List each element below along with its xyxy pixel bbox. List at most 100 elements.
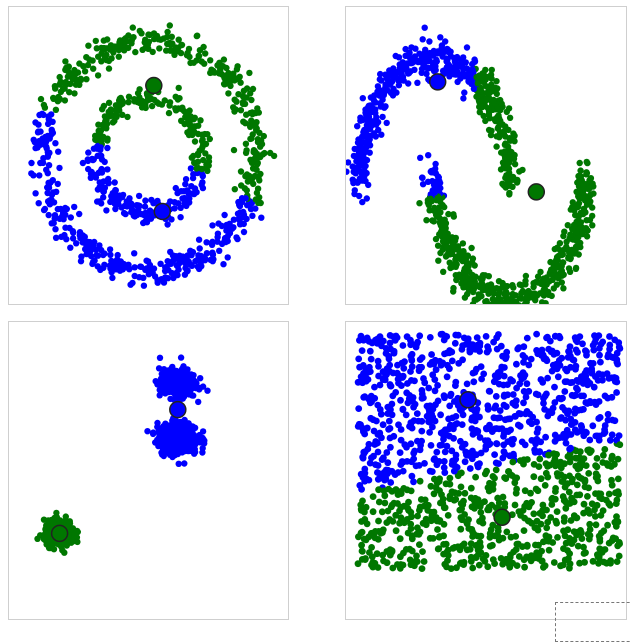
data-point [517, 303, 522, 304]
data-point [95, 53, 102, 60]
data-point [414, 79, 421, 87]
data-point [246, 69, 253, 77]
data-point [371, 528, 379, 535]
data-point [405, 80, 412, 87]
data-point [186, 195, 193, 202]
data-point [52, 85, 59, 92]
data-point [521, 514, 528, 522]
data-point [498, 130, 506, 137]
data-point [415, 57, 423, 64]
data-point [200, 43, 207, 51]
data-point [57, 88, 65, 96]
data-point [608, 431, 616, 439]
data-point [63, 205, 70, 213]
data-point [504, 559, 512, 566]
data-point [485, 273, 492, 280]
data-point [368, 553, 376, 561]
data-point [94, 72, 102, 79]
data-point [164, 221, 171, 228]
data-point [178, 106, 186, 113]
data-point [56, 164, 63, 172]
data-point [491, 299, 498, 304]
data-point [367, 105, 375, 112]
data-point [443, 244, 450, 251]
data-point [374, 88, 381, 95]
data-point [508, 436, 515, 444]
data-point [168, 216, 175, 223]
data-point [601, 446, 609, 453]
data-point [591, 506, 598, 514]
data-point [363, 195, 370, 202]
data-point [379, 529, 386, 536]
data-point [148, 102, 156, 110]
data-point [560, 545, 567, 552]
data-point [177, 354, 185, 361]
uniform-plot-panel [345, 321, 627, 620]
data-point [400, 364, 408, 372]
data-point [525, 387, 533, 395]
data-point [363, 369, 371, 376]
selection-box[interactable] [555, 602, 631, 642]
data-point [371, 534, 379, 542]
data-point [560, 285, 567, 292]
data-point [405, 498, 412, 506]
data-point [537, 520, 545, 528]
data-point [365, 125, 372, 132]
data-point [539, 507, 546, 514]
data-point [104, 135, 111, 142]
data-point [56, 215, 63, 222]
data-point [471, 368, 479, 376]
data-point [165, 266, 172, 274]
data-point [379, 113, 386, 121]
data-point [416, 541, 423, 548]
data-point [82, 246, 89, 253]
data-point [568, 420, 576, 428]
data-point [556, 247, 564, 254]
data-point [533, 330, 540, 338]
data-point [570, 512, 578, 520]
data-point [501, 148, 508, 155]
data-point [377, 70, 384, 78]
data-point [537, 475, 545, 483]
data-point [478, 292, 485, 300]
data-point [178, 41, 185, 49]
data-point [551, 245, 558, 253]
data-point [157, 378, 165, 385]
data-point [136, 27, 143, 35]
data-point [558, 414, 565, 421]
data-point [432, 514, 440, 521]
data-point [407, 377, 415, 384]
data-point [137, 263, 144, 270]
data-point [417, 154, 424, 161]
data-point [87, 174, 95, 181]
data-point [346, 168, 350, 175]
data-point [248, 135, 255, 142]
data-point [573, 491, 581, 499]
data-point [412, 45, 419, 52]
data-point [95, 121, 102, 128]
data-point [167, 395, 174, 403]
data-point [157, 260, 164, 267]
data-point [351, 190, 358, 198]
data-point [445, 251, 453, 258]
data-point [444, 512, 452, 519]
data-point [87, 248, 94, 255]
data-point [399, 561, 407, 569]
data-point [414, 512, 421, 520]
data-point [556, 240, 564, 247]
blobs-plot-panel [8, 321, 289, 620]
data-point [438, 42, 446, 49]
data-point [77, 76, 85, 84]
data-point [590, 190, 597, 197]
data-point [177, 373, 184, 380]
data-point [489, 84, 496, 91]
data-point [380, 487, 388, 495]
data-point [523, 293, 531, 300]
data-point [580, 543, 587, 551]
data-point [551, 451, 559, 459]
data-point [63, 64, 70, 71]
data-point [542, 433, 549, 441]
data-point [435, 257, 442, 264]
data-point [40, 101, 48, 109]
data-point [493, 440, 500, 447]
